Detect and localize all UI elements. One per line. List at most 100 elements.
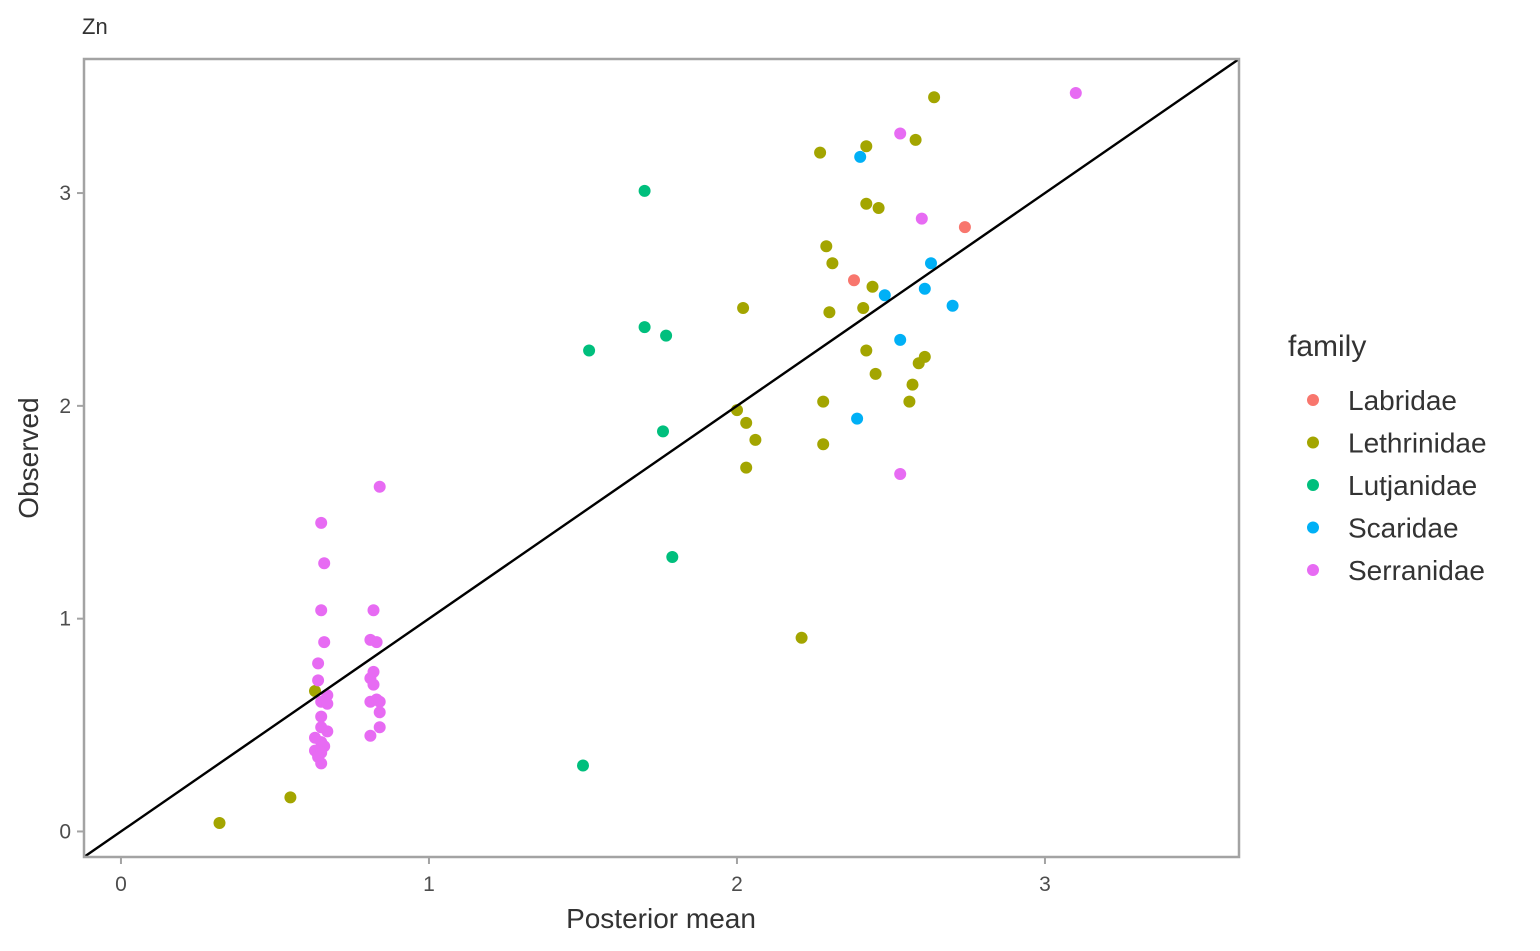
series-labridae bbox=[848, 221, 971, 287]
data-point bbox=[373, 480, 386, 493]
data-point bbox=[740, 416, 753, 429]
legend-key bbox=[1307, 479, 1319, 491]
legend-label: Labridae bbox=[1348, 385, 1457, 416]
data-point bbox=[373, 706, 386, 719]
data-point bbox=[925, 257, 937, 270]
legend-key bbox=[1307, 564, 1319, 576]
series-scaridae bbox=[851, 150, 959, 425]
data-point bbox=[851, 412, 864, 425]
series-serranidae bbox=[309, 87, 1082, 770]
data-point bbox=[318, 557, 331, 570]
legend-key bbox=[1307, 436, 1319, 449]
legend-item-scaridae: Scaridae bbox=[1307, 513, 1459, 544]
data-point bbox=[367, 604, 380, 617]
data-point bbox=[878, 289, 891, 302]
data-point bbox=[826, 257, 839, 270]
data-point bbox=[321, 725, 334, 738]
data-point bbox=[373, 695, 386, 708]
data-point bbox=[915, 212, 928, 225]
data-point bbox=[869, 367, 882, 380]
data-point bbox=[866, 280, 879, 293]
data-point bbox=[577, 759, 589, 772]
data-point bbox=[857, 302, 870, 314]
y-axis-title: Observed bbox=[13, 397, 44, 518]
legend-item-lutjanidae: Lutjanidae bbox=[1307, 470, 1477, 501]
data-point bbox=[860, 140, 873, 153]
data-point bbox=[823, 306, 836, 319]
legend-label: Scaridae bbox=[1348, 513, 1459, 544]
data-point bbox=[946, 299, 959, 312]
y-axis: 0 1 2 3 bbox=[59, 182, 84, 843]
series-lutjanidae bbox=[577, 184, 679, 772]
data-point bbox=[894, 127, 907, 140]
legend-key bbox=[1307, 394, 1319, 406]
identity-reference-line bbox=[84, 59, 1239, 857]
data-point bbox=[860, 197, 873, 210]
data-point bbox=[312, 674, 325, 687]
data-point bbox=[213, 817, 226, 829]
data-point bbox=[315, 516, 328, 529]
data-point bbox=[373, 721, 386, 734]
y-tick-label: 1 bbox=[59, 608, 71, 631]
data-point bbox=[284, 791, 297, 804]
plot-area bbox=[84, 59, 1239, 857]
x-tick-label: 3 bbox=[1039, 873, 1051, 896]
y-tick-label: 2 bbox=[59, 395, 71, 418]
data-point bbox=[820, 240, 833, 253]
data-point bbox=[660, 329, 673, 342]
chart-title: Zn bbox=[82, 14, 108, 39]
x-tick-label: 2 bbox=[731, 873, 743, 896]
legend-item-labridae: Labridae bbox=[1307, 385, 1457, 416]
data-point bbox=[848, 274, 860, 287]
legend-label: Lutjanidae bbox=[1348, 470, 1477, 501]
data-point bbox=[909, 133, 922, 146]
x-tick-label: 1 bbox=[423, 873, 435, 896]
data-point bbox=[638, 321, 651, 334]
data-point bbox=[740, 461, 753, 474]
data-point bbox=[1069, 87, 1082, 99]
legend: family Labridae Lethrinidae Lutjanidae Scar… bbox=[1288, 330, 1487, 586]
data-point bbox=[749, 433, 762, 446]
y-tick-label: 0 bbox=[59, 820, 71, 843]
data-point bbox=[817, 395, 830, 408]
data-point bbox=[657, 425, 669, 438]
y-tick-label: 3 bbox=[59, 182, 71, 205]
data-point bbox=[854, 150, 867, 163]
legend-item-lethrinidae: Lethrinidae bbox=[1307, 428, 1487, 459]
data-point bbox=[321, 697, 334, 710]
data-point bbox=[583, 344, 596, 357]
data-point bbox=[906, 378, 919, 391]
data-point bbox=[814, 146, 827, 159]
data-point bbox=[315, 604, 328, 617]
data-point bbox=[315, 710, 328, 723]
data-point bbox=[318, 636, 331, 649]
data-point bbox=[737, 302, 750, 314]
data-point bbox=[860, 344, 873, 357]
x-axis: 0 1 2 3 bbox=[115, 857, 1051, 896]
legend-label: Lethrinidae bbox=[1348, 428, 1487, 459]
legend-key bbox=[1307, 521, 1319, 534]
legend-label: Serranidae bbox=[1348, 555, 1485, 586]
data-point bbox=[894, 468, 907, 480]
data-point bbox=[367, 678, 380, 691]
data-point bbox=[903, 395, 916, 408]
data-point bbox=[912, 357, 925, 370]
series-lethrinidae bbox=[213, 91, 941, 829]
data-point bbox=[918, 282, 931, 295]
data-point bbox=[666, 551, 679, 563]
data-point bbox=[958, 221, 971, 234]
data-point bbox=[872, 202, 885, 214]
legend-entries: Labridae Lethrinidae Lutjanidae Scaridae Ser… bbox=[1307, 385, 1487, 586]
panel-border bbox=[82, 57, 1241, 859]
data-point bbox=[364, 729, 377, 742]
data-point bbox=[894, 333, 907, 346]
data-point bbox=[315, 757, 328, 770]
x-tick-label: 0 bbox=[115, 873, 127, 896]
data-point bbox=[370, 636, 383, 649]
data-point bbox=[928, 91, 941, 104]
data-point bbox=[312, 657, 325, 670]
legend-title: family bbox=[1288, 330, 1366, 363]
data-point bbox=[795, 631, 808, 644]
